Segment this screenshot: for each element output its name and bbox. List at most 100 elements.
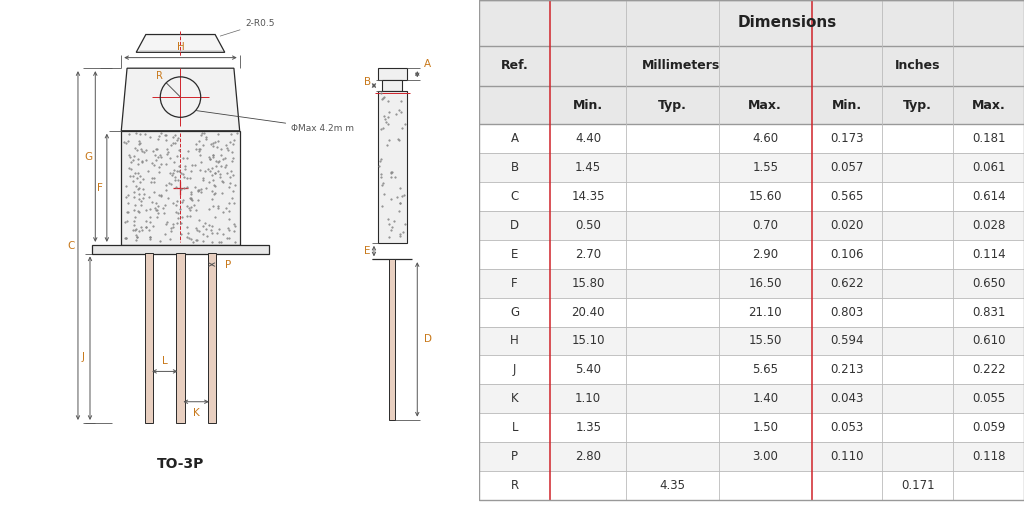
Point <box>227 238 244 246</box>
Point <box>226 222 243 230</box>
Point <box>222 138 239 146</box>
Point <box>202 155 218 163</box>
Text: 0.020: 0.020 <box>830 219 863 232</box>
Point <box>372 157 388 165</box>
Point <box>160 194 176 202</box>
Point <box>195 230 211 238</box>
Point <box>147 204 164 212</box>
Point <box>381 221 397 229</box>
Point <box>205 139 221 147</box>
Point <box>180 229 197 237</box>
Point <box>152 168 168 176</box>
Text: F: F <box>96 183 102 193</box>
Point <box>175 170 191 178</box>
Point <box>129 232 145 240</box>
Point <box>178 184 195 192</box>
Text: 4.35: 4.35 <box>659 479 686 492</box>
Point <box>118 193 134 201</box>
Text: 0.028: 0.028 <box>972 219 1006 232</box>
Text: 1.10: 1.10 <box>575 392 601 405</box>
Point <box>184 238 201 246</box>
Point <box>196 129 212 137</box>
Point <box>167 173 183 181</box>
Point <box>120 199 136 207</box>
Point <box>183 190 200 198</box>
Point <box>213 145 229 153</box>
Text: D: D <box>510 219 519 232</box>
Point <box>130 185 146 193</box>
Point <box>373 155 389 163</box>
Point <box>182 194 199 202</box>
Point <box>147 156 164 164</box>
Point <box>181 206 198 214</box>
Point <box>388 110 404 118</box>
Point <box>377 115 393 123</box>
Point <box>169 167 185 175</box>
Point <box>162 235 178 243</box>
Point <box>376 190 392 198</box>
Text: 1.55: 1.55 <box>753 161 778 174</box>
Point <box>210 202 226 210</box>
Text: 2.70: 2.70 <box>575 248 601 261</box>
Text: A: A <box>511 132 518 145</box>
Point <box>178 212 195 221</box>
Point <box>217 204 233 212</box>
Text: Max.: Max. <box>749 99 782 112</box>
Point <box>129 147 145 155</box>
Point <box>122 153 138 161</box>
Point <box>381 136 397 144</box>
Point <box>390 135 407 143</box>
Point <box>209 229 225 237</box>
Text: 5.65: 5.65 <box>753 364 778 376</box>
Point <box>131 207 147 215</box>
Point <box>190 147 207 155</box>
Point <box>200 232 216 240</box>
Point <box>210 167 226 175</box>
Text: 0.803: 0.803 <box>830 306 863 318</box>
Point <box>196 141 212 150</box>
Text: 0.118: 0.118 <box>972 450 1006 463</box>
Text: L: L <box>511 421 518 434</box>
Point <box>391 184 408 192</box>
Point <box>213 238 229 246</box>
Point <box>126 206 142 214</box>
Text: Inches: Inches <box>895 59 940 73</box>
Point <box>187 145 204 153</box>
Point <box>134 158 151 166</box>
Point <box>131 184 147 192</box>
Point <box>127 143 143 152</box>
Point <box>212 170 228 178</box>
Point <box>118 183 134 191</box>
Point <box>130 207 146 215</box>
Point <box>128 236 144 244</box>
Point <box>136 148 153 156</box>
Bar <box>479 211 1024 240</box>
Point <box>129 233 145 241</box>
Point <box>147 145 164 153</box>
Point <box>153 192 169 200</box>
Point <box>173 185 189 193</box>
Point <box>151 163 167 171</box>
Point <box>204 187 220 195</box>
Point <box>379 140 395 149</box>
Point <box>148 144 165 153</box>
Point <box>206 190 222 198</box>
Point <box>150 209 166 217</box>
Point <box>169 220 185 228</box>
Point <box>130 160 146 168</box>
Text: 0.831: 0.831 <box>972 306 1006 318</box>
Point <box>190 145 207 153</box>
Point <box>187 236 204 244</box>
Point <box>126 221 142 229</box>
Point <box>164 170 180 178</box>
Text: B: B <box>511 161 519 174</box>
Text: 15.60: 15.60 <box>749 190 782 203</box>
Point <box>121 164 137 172</box>
Point <box>148 212 165 221</box>
Point <box>132 178 148 186</box>
Point <box>178 174 195 182</box>
Text: 0.70: 0.70 <box>753 219 778 232</box>
Point <box>188 236 205 244</box>
Point <box>383 226 399 234</box>
Text: 2.90: 2.90 <box>753 248 778 261</box>
